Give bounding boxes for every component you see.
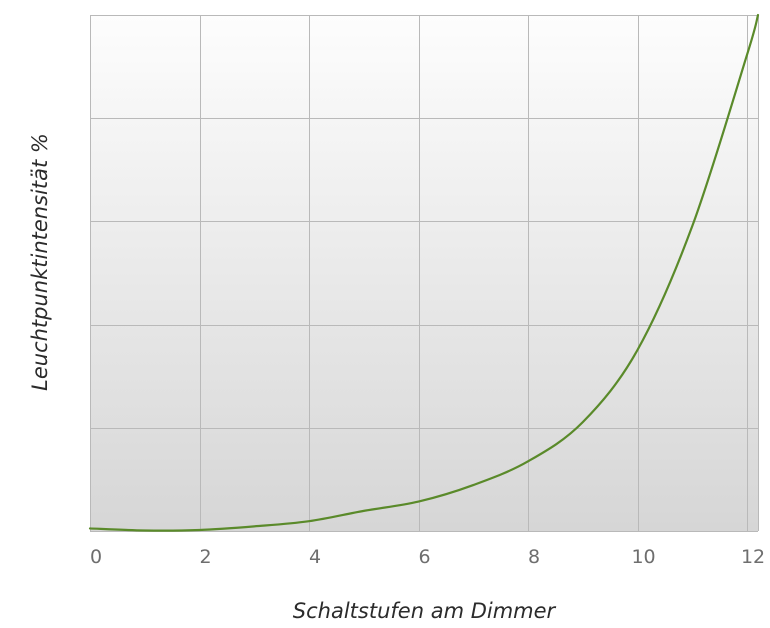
series-layer bbox=[88, 13, 760, 532]
x-tick-label: 8 bbox=[528, 546, 540, 568]
plot-background bbox=[90, 15, 758, 531]
x-tick-label: 10 bbox=[631, 546, 655, 568]
series-line bbox=[88, 13, 760, 532]
x-axis-title: Schaltstufen am Dimmer bbox=[293, 599, 557, 623]
x-tick-label: 2 bbox=[199, 546, 211, 568]
grid-lines bbox=[90, 15, 759, 532]
x-tick-label: 0 bbox=[90, 546, 102, 568]
x-tick-label: 4 bbox=[309, 546, 321, 568]
x-tick-labels: 0 2 4 6 8 10 12 bbox=[90, 546, 765, 568]
x-tick-label: 6 bbox=[418, 546, 430, 568]
x-tick-label: 12 bbox=[741, 546, 765, 568]
y-axis-title: Leuchtpunktintensität % bbox=[28, 133, 52, 391]
